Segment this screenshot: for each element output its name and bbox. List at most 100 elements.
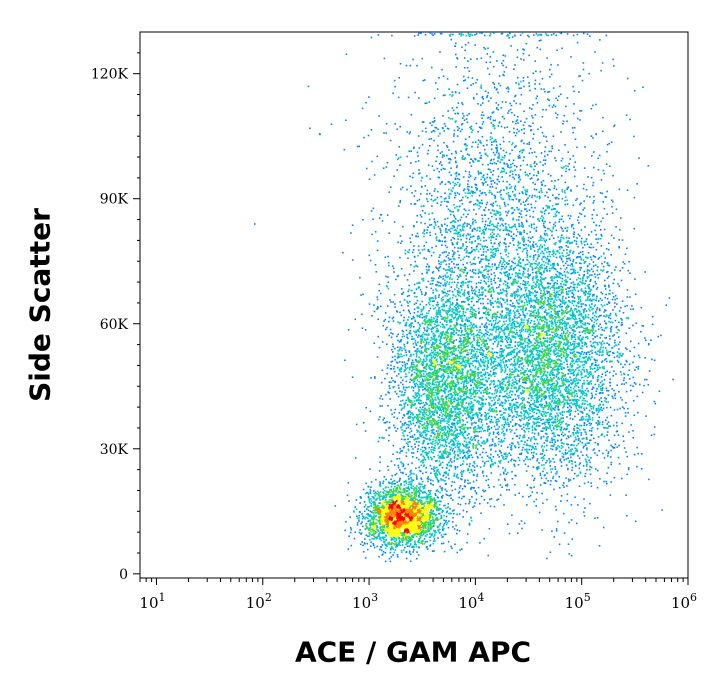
data-point bbox=[573, 308, 576, 311]
data-point bbox=[626, 348, 628, 351]
data-point bbox=[616, 303, 618, 305]
data-point bbox=[419, 537, 422, 539]
data-point bbox=[578, 326, 581, 329]
data-point bbox=[579, 429, 581, 431]
data-point bbox=[419, 506, 422, 508]
data-point bbox=[393, 513, 395, 516]
data-point bbox=[399, 526, 401, 528]
data-point bbox=[600, 245, 603, 247]
data-point bbox=[568, 411, 570, 413]
data-point bbox=[555, 480, 558, 483]
data-point bbox=[552, 477, 554, 479]
data-point bbox=[391, 538, 393, 541]
data-point bbox=[565, 379, 567, 381]
data-point bbox=[559, 400, 561, 403]
data-point bbox=[431, 511, 433, 514]
data-point bbox=[369, 488, 372, 491]
data-point bbox=[540, 289, 542, 292]
data-point bbox=[648, 343, 650, 345]
data-point bbox=[572, 326, 574, 328]
data-point bbox=[629, 384, 632, 387]
data-point bbox=[586, 383, 589, 385]
data-point bbox=[611, 321, 614, 324]
data-point bbox=[423, 531, 425, 534]
data-point bbox=[596, 486, 599, 489]
data-point bbox=[526, 250, 528, 252]
data-point bbox=[620, 317, 622, 320]
data-point bbox=[555, 384, 557, 387]
data-point bbox=[415, 526, 417, 529]
data-point bbox=[429, 498, 432, 501]
data-point bbox=[530, 319, 533, 322]
data-point bbox=[431, 500, 433, 502]
data-point bbox=[528, 275, 531, 277]
data-point bbox=[573, 271, 575, 273]
data-point bbox=[414, 541, 416, 544]
data-point bbox=[418, 482, 420, 485]
data-point bbox=[564, 433, 566, 436]
data-point bbox=[563, 325, 566, 327]
data-point bbox=[517, 406, 519, 409]
data-point bbox=[481, 354, 483, 356]
data-point bbox=[524, 296, 526, 298]
data-point bbox=[563, 330, 565, 333]
data-point bbox=[547, 329, 550, 331]
data-point bbox=[348, 500, 350, 502]
data-point bbox=[491, 347, 494, 350]
data-point bbox=[381, 536, 383, 539]
data-point bbox=[548, 267, 551, 270]
data-point bbox=[408, 529, 411, 531]
data-point bbox=[421, 518, 424, 521]
data-point bbox=[623, 377, 625, 379]
data-point bbox=[566, 385, 568, 388]
data-point bbox=[391, 518, 394, 520]
data-point bbox=[526, 282, 529, 285]
data-point bbox=[521, 377, 523, 379]
data-point bbox=[571, 329, 574, 331]
data-point bbox=[535, 422, 538, 424]
data-point bbox=[523, 267, 525, 269]
data-point bbox=[596, 295, 598, 298]
data-point bbox=[375, 514, 378, 517]
data-point bbox=[414, 523, 417, 525]
data-point bbox=[394, 534, 396, 536]
data-point bbox=[411, 518, 414, 521]
data-point bbox=[533, 379, 536, 382]
data-point bbox=[466, 463, 468, 466]
data-point bbox=[396, 487, 399, 489]
data-point bbox=[437, 496, 440, 499]
data-point bbox=[391, 500, 393, 502]
data-point bbox=[576, 284, 579, 286]
data-point bbox=[514, 410, 517, 413]
data-point bbox=[518, 492, 520, 494]
data-point bbox=[401, 516, 403, 518]
data-point bbox=[368, 506, 370, 508]
data-point bbox=[626, 473, 628, 476]
data-point bbox=[378, 511, 380, 514]
data-point bbox=[361, 521, 363, 523]
data-point bbox=[605, 337, 608, 339]
data-point bbox=[515, 398, 517, 400]
data-point bbox=[438, 528, 441, 531]
data-point bbox=[640, 306, 643, 309]
data-point bbox=[563, 302, 565, 304]
data-point bbox=[566, 318, 568, 321]
data-point bbox=[437, 530, 440, 533]
data-point bbox=[540, 457, 543, 459]
data-point bbox=[426, 512, 429, 514]
data-point bbox=[399, 495, 402, 498]
data-point bbox=[597, 328, 600, 331]
data-point bbox=[383, 526, 385, 528]
data-point bbox=[398, 519, 400, 522]
data-point bbox=[484, 275, 486, 277]
data-point bbox=[484, 258, 487, 260]
data-point bbox=[587, 316, 590, 319]
data-point bbox=[601, 423, 604, 426]
data-point bbox=[421, 510, 424, 513]
data-point bbox=[573, 313, 575, 315]
data-point bbox=[592, 286, 595, 288]
data-point bbox=[405, 532, 407, 535]
data-point bbox=[526, 361, 529, 364]
data-point bbox=[413, 522, 416, 525]
data-point bbox=[433, 506, 436, 509]
